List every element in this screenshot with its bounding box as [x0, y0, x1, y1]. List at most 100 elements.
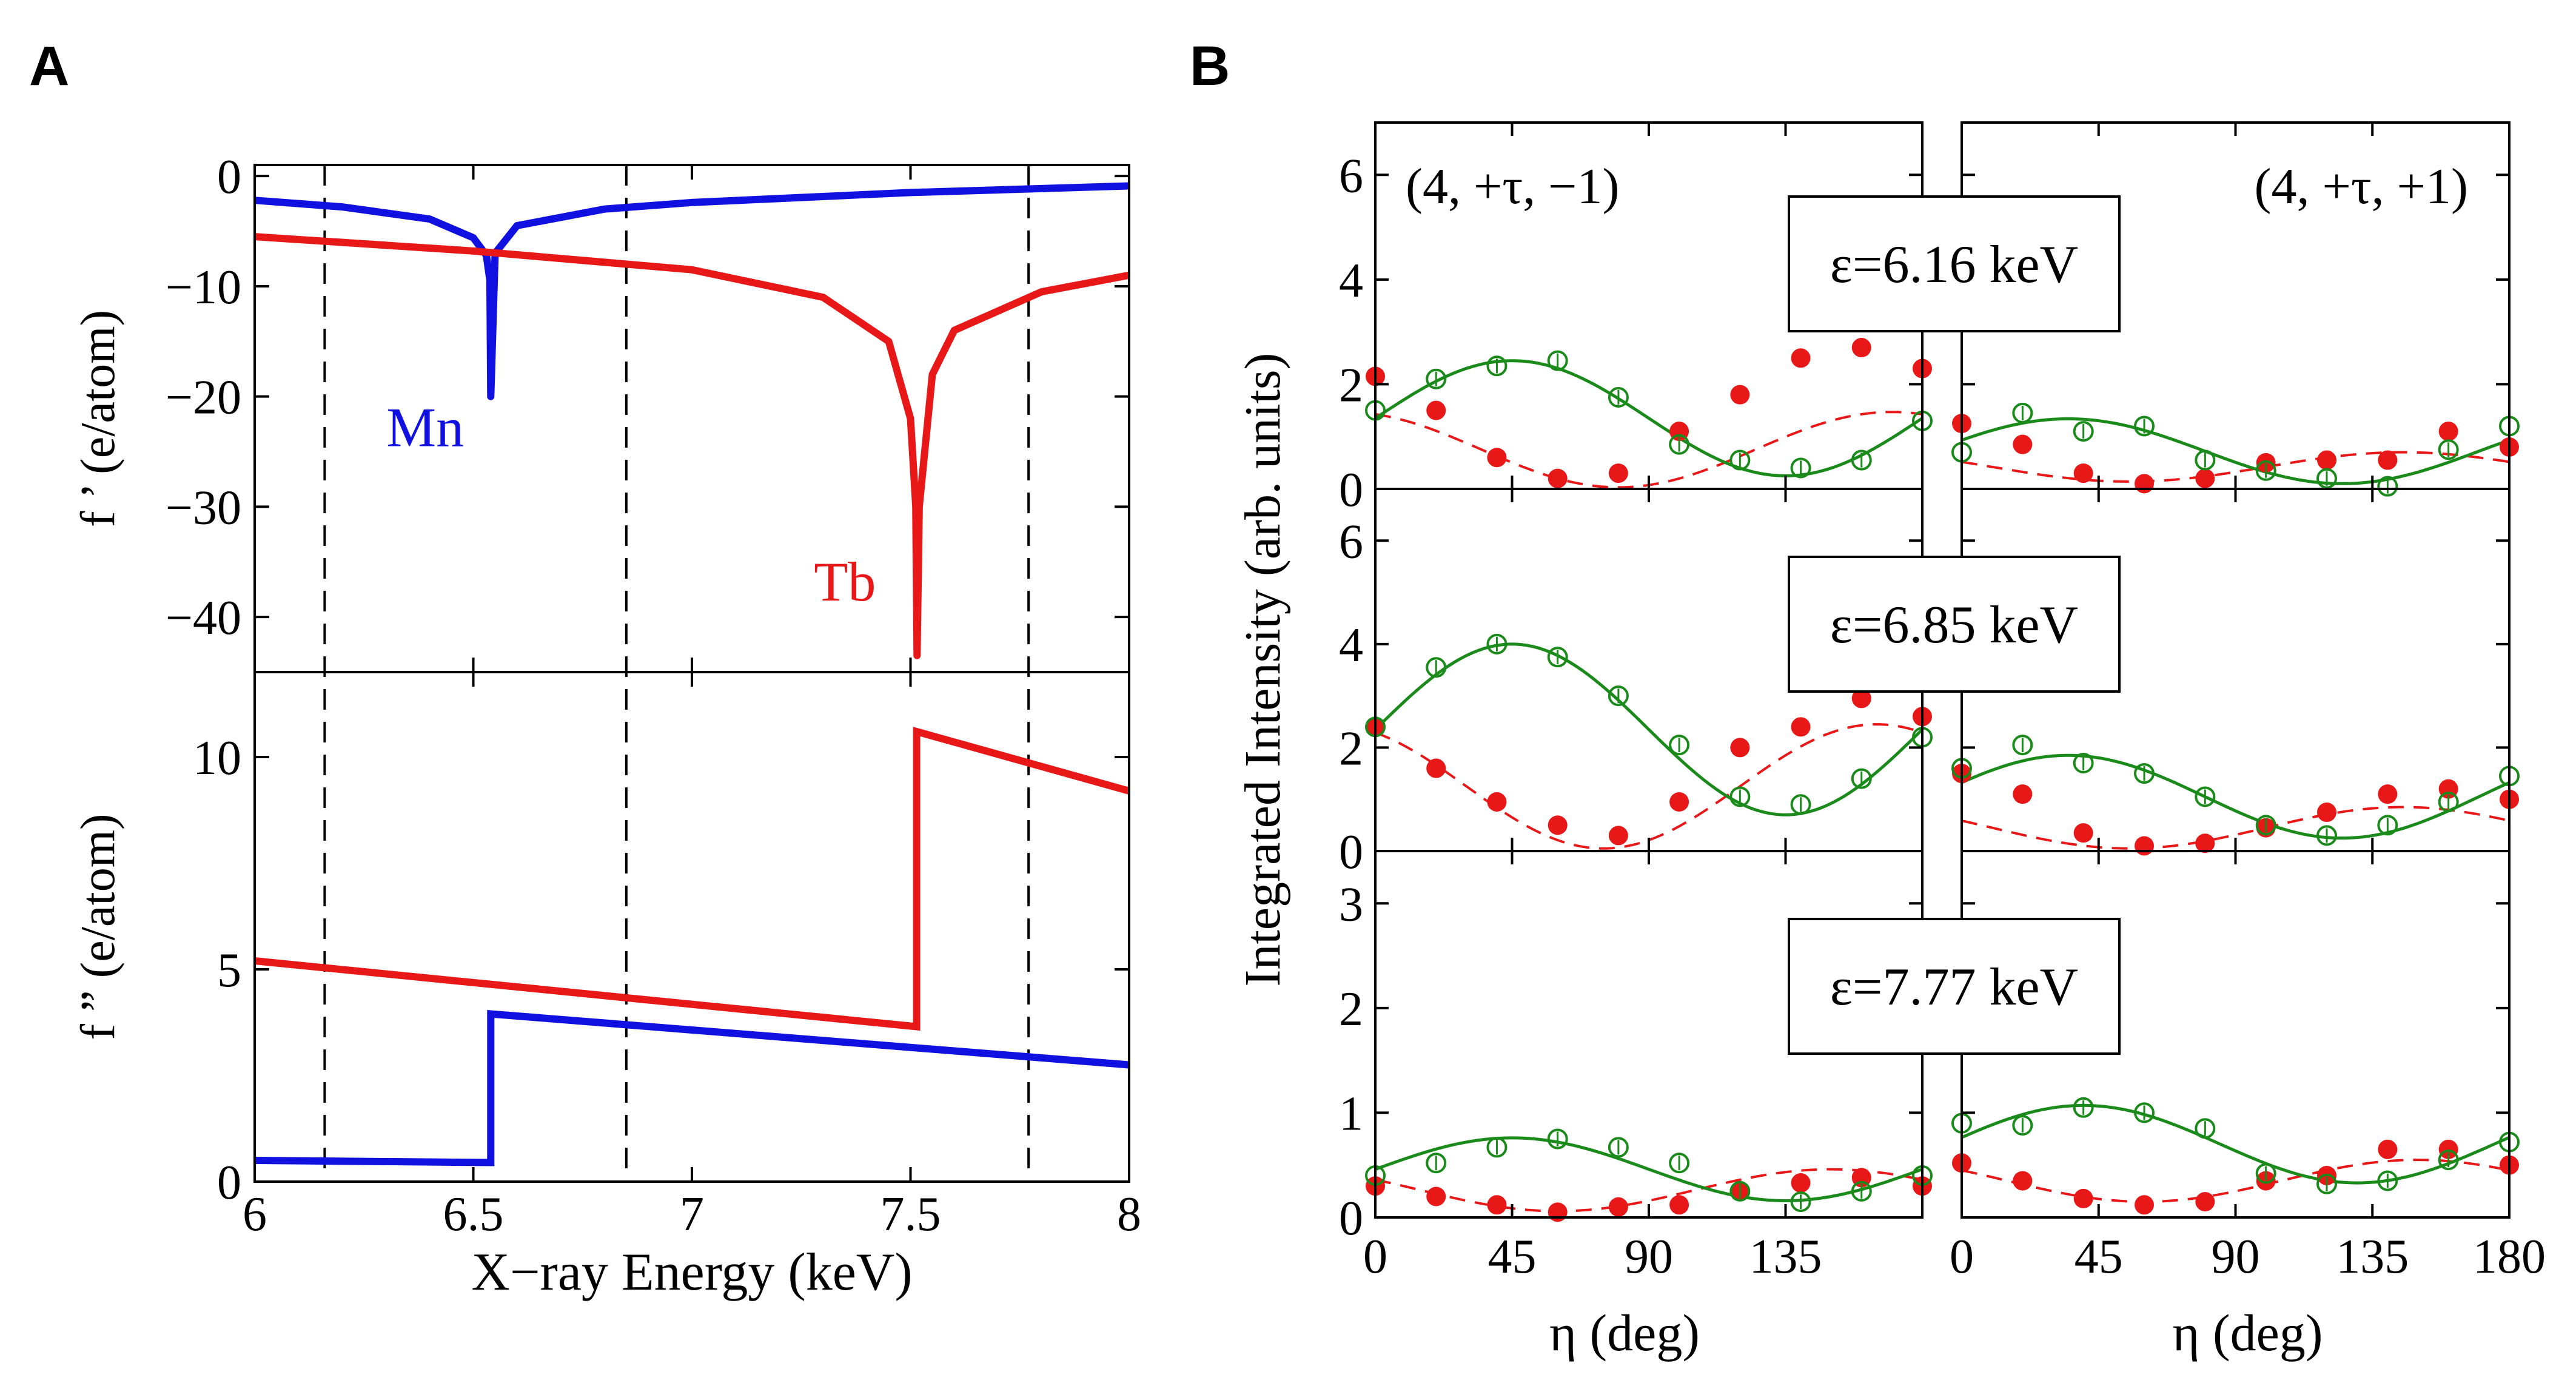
green-data-point	[2195, 449, 2216, 471]
red-data-point	[1548, 1202, 1568, 1222]
green-data-point	[1486, 355, 1508, 377]
green-data-point	[1486, 633, 1508, 655]
red-data-point	[1426, 758, 1446, 778]
green-data-point	[1669, 1153, 1690, 1174]
red-data-point	[2073, 463, 2093, 483]
energy-label: ε=6.85 keV	[1830, 596, 2078, 655]
red-data-point	[1548, 468, 1568, 488]
x-axis-label-right: η (deg)	[2173, 1304, 2323, 1362]
green-data-point	[1729, 449, 1751, 471]
red-data-point	[2195, 468, 2215, 488]
green-data-point	[2073, 1097, 2094, 1118]
red-fit-curve	[1961, 806, 2510, 850]
green-data-point	[1547, 1128, 1568, 1149]
xtick-label-right: 0	[1950, 1230, 1974, 1284]
ytick-label: 6	[1339, 149, 1363, 203]
green-data-point	[2316, 825, 2337, 846]
green-data-point	[1851, 1180, 1872, 1202]
energy-label-box	[1788, 195, 2121, 332]
red-data-point	[2013, 434, 2033, 454]
series-label-mn: Mn	[386, 396, 464, 458]
green-data-point	[1851, 768, 1872, 789]
red-data-point	[1730, 385, 1750, 405]
red-data-point	[1791, 717, 1811, 737]
green-fit-curve	[1374, 642, 1924, 816]
green-data-point	[1729, 786, 1751, 807]
red-data-point	[2013, 784, 2033, 804]
green-data-point	[1426, 368, 1447, 389]
red-data-point	[1851, 338, 1871, 358]
f-double-prime-line-tb	[254, 727, 1130, 1031]
red-data-point	[2317, 450, 2336, 470]
xtick-label-left: 90	[1625, 1230, 1673, 1284]
column-label-left: (4, +τ, −1)	[1406, 158, 1619, 215]
green-data-point	[2195, 1118, 2216, 1139]
green-data-point	[2134, 416, 2155, 437]
green-data-point	[2438, 791, 2459, 812]
green-fit-curve	[1961, 753, 2511, 840]
axes-frame-bottom	[253, 671, 1130, 1183]
red-data-point	[2438, 422, 2458, 442]
red-data-point	[2013, 1171, 2033, 1191]
ytick-label: 4	[1339, 254, 1363, 308]
green-data-point	[2438, 1149, 2459, 1171]
panel-label-b: B	[1190, 35, 1230, 97]
green-data-point	[1790, 457, 1811, 479]
green-fit-curve	[1961, 1103, 2511, 1185]
xtick-label-right: 90	[2212, 1230, 2260, 1284]
red-data-point	[1791, 1173, 1811, 1193]
green-data-point	[2316, 468, 2337, 489]
panel-label-a: A	[29, 35, 69, 97]
green-data-point	[2377, 1170, 2398, 1191]
green-data-point	[1426, 657, 1447, 678]
ytick-label-bottom: 10	[193, 732, 241, 785]
ytick-label: 3	[1339, 878, 1363, 931]
red-fit-curve	[1375, 1168, 1923, 1213]
red-data-point	[2378, 1139, 2398, 1159]
x-axis-label: X−ray Energy (keV)	[471, 1243, 912, 1302]
ytick-label: 2	[1339, 983, 1363, 1036]
xtick-label-left: 45	[1488, 1230, 1537, 1284]
red-data-point	[1851, 688, 1871, 709]
green-data-point	[1486, 1137, 1508, 1158]
green-fit-curve	[1374, 359, 1924, 477]
red-data-point	[1608, 1197, 1628, 1217]
green-data-point	[1608, 387, 1629, 408]
green-data-point	[1669, 434, 1690, 455]
green-data-point	[2073, 753, 2094, 774]
f-prime-line-tb	[254, 233, 1130, 659]
red-data-point	[1426, 400, 1446, 420]
xtick-label: 6.5	[443, 1188, 504, 1241]
red-data-point	[1608, 463, 1628, 483]
energy-label-box	[1788, 556, 2121, 693]
red-data-point	[1487, 1195, 1507, 1215]
f-prime-line-mn	[254, 182, 1130, 400]
green-data-point	[2377, 815, 2398, 836]
green-data-point	[2195, 786, 2216, 807]
red-data-point	[2195, 1192, 2215, 1212]
ytick-label: 0	[1339, 463, 1363, 517]
ytick-label-top: −30	[166, 481, 241, 534]
green-data-point	[2073, 421, 2094, 442]
red-data-point	[2073, 823, 2093, 843]
green-data-point	[2255, 815, 2276, 836]
xtick-label-right: 135	[2336, 1230, 2409, 1284]
red-data-point	[1730, 738, 1750, 758]
xtick-label: 7	[680, 1188, 704, 1241]
green-data-point	[2255, 1163, 2276, 1184]
red-fit-curve	[1961, 1159, 2510, 1203]
green-data-point	[1851, 449, 1872, 471]
column-label-right: (4, +τ, +1)	[2255, 158, 2468, 215]
panel-a: 0 −10 −20 −30 −40 0 5 10 6 6.5 7 7.5 8 Mn Tb X−ray Ener…	[72, 150, 1141, 1302]
green-data-point	[2012, 402, 2033, 423]
green-data-point	[2134, 763, 2155, 784]
green-data-point	[1790, 794, 1811, 815]
red-data-point	[2195, 833, 2215, 853]
green-data-point	[1608, 1137, 1629, 1158]
green-data-point	[1547, 350, 1568, 371]
red-data-point	[1487, 448, 1507, 468]
red-fit-curve	[1961, 451, 2510, 483]
red-data-point	[1487, 792, 1507, 812]
green-data-point	[1426, 1153, 1447, 1174]
ytick-label-bottom: 0	[217, 1156, 241, 1210]
